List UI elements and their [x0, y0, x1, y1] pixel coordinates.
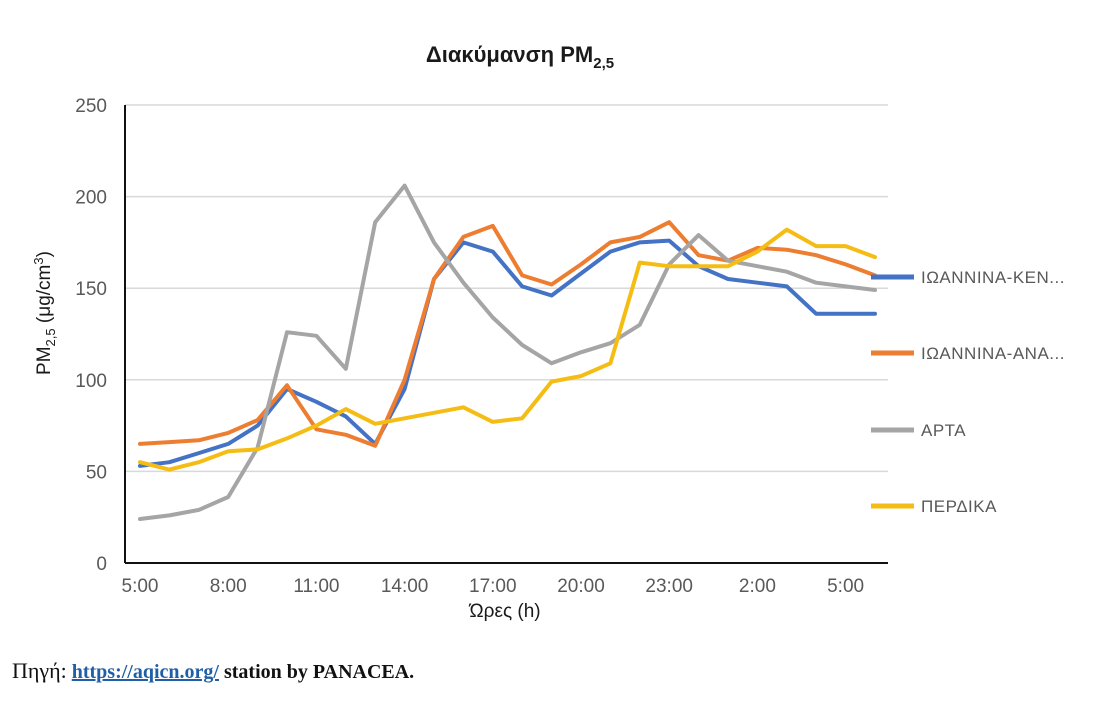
x-tick-label: 17:00 [469, 576, 517, 597]
legend-label: ΙΩΑΝΝΙΝΑ-ΚΕΝ... [921, 268, 1065, 287]
legend-label: ΙΩΑΝΝΙΝΑ-ΑΝΑ... [921, 344, 1065, 363]
y-tick-label: 200 [75, 188, 107, 209]
x-tick-label: 5:00 [827, 576, 864, 597]
series-lines [138, 183, 877, 521]
series-line [138, 220, 877, 448]
series-line [138, 238, 877, 468]
y-axis-label: PM2,5 (μg/cm3) [31, 251, 58, 375]
y-axis-label-unit: (μg/cm [34, 265, 55, 329]
y-tick-label: 100 [75, 371, 107, 392]
chart-title-subscript: 2,5 [593, 55, 614, 72]
axes [124, 105, 888, 564]
source-caption: Πηγή: https://aqicn.org/ station by PANA… [12, 658, 414, 684]
y-tick-labels: 0 50 100 150 200 250 [75, 96, 107, 575]
y-tick-label: 250 [75, 96, 107, 117]
source-link[interactable]: https://aqicn.org/ [71, 661, 219, 683]
x-tick-labels: 5:00 8:00 11:00 14:00 17:00 20:00 23:00 2:00 5:0… [122, 576, 865, 597]
source-label: Πηγή: [12, 658, 67, 683]
x-tick-label: 14:00 [381, 576, 429, 597]
legend-label: ΠΕΡΔΙΚΑ [921, 497, 997, 516]
x-tick-label: 20:00 [557, 576, 605, 597]
x-axis-label: Ώρες (h) [468, 601, 540, 622]
y-axis-label-subscript: 2,5 [43, 328, 58, 346]
gridlines [125, 104, 888, 473]
y-axis-label-main: PM [34, 346, 55, 375]
chart-title: Διακύμανση PM2,5 [426, 42, 614, 72]
series-line [138, 183, 877, 521]
series-line [138, 227, 877, 472]
y-tick-label: 150 [75, 279, 107, 300]
legend-label: ΑΡΤΑ [921, 421, 966, 440]
x-tick-label: 2:00 [739, 576, 776, 597]
legend: ΙΩΑΝΝΙΝΑ-ΚΕΝ... ΙΩΑΝΝΙΝΑ-ΑΝΑ... ΑΡΤΑ ΠΕΡΔΙΚ… [871, 268, 1065, 516]
chart-title-main: Διακύμανση PM [426, 42, 593, 67]
x-tick-label: 5:00 [122, 576, 159, 597]
y-axis-label-superscript: 3 [31, 257, 46, 264]
x-tick-label: 11:00 [293, 576, 339, 597]
y-axis-label-close: ) [34, 251, 55, 257]
y-tick-label: 0 [96, 554, 107, 575]
x-tick-label: 23:00 [645, 576, 693, 597]
x-tick-label: 8:00 [210, 576, 247, 597]
source-suffix: station by PANACEA. [218, 661, 415, 683]
y-tick-label: 50 [86, 462, 107, 483]
